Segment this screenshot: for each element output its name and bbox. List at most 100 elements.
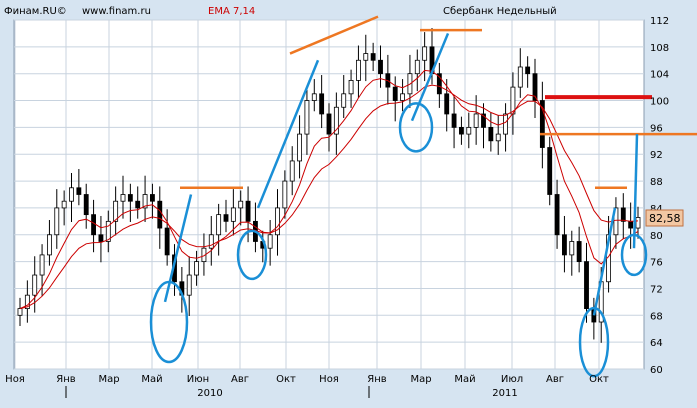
candle-body xyxy=(297,133,302,162)
grid-lines xyxy=(14,19,644,370)
y-tick-label: 100 xyxy=(650,97,669,108)
candle-body xyxy=(459,126,464,135)
annotation-trendline xyxy=(163,194,193,303)
candle-body xyxy=(186,274,192,296)
x-tick-label: Ноя xyxy=(319,374,339,385)
y-tick-label: 92 xyxy=(650,150,663,161)
x-tick-label: Май xyxy=(454,374,475,385)
candle-body xyxy=(113,200,119,222)
indicator-label: EMA 7,14 xyxy=(208,6,255,17)
ema-lines xyxy=(19,69,639,310)
candle-body xyxy=(488,126,494,142)
x-tick-label: Июл xyxy=(501,374,523,385)
candle-body xyxy=(223,214,229,222)
y-tick-label: 96 xyxy=(650,123,663,134)
candle-body xyxy=(39,254,45,276)
x-tick-label: Авг xyxy=(231,374,249,385)
annotation-circle xyxy=(398,102,434,153)
candle-body xyxy=(517,66,523,88)
ema-line xyxy=(19,69,639,310)
y-tick-label: 84 xyxy=(650,204,663,215)
candle-body xyxy=(208,234,214,249)
candle-body xyxy=(400,93,405,101)
candle-body xyxy=(24,294,30,309)
candle-body xyxy=(238,200,244,209)
candle-body xyxy=(194,261,199,276)
last-price-label: 82,58 xyxy=(649,212,681,225)
candle-body xyxy=(319,93,325,115)
last-price-box xyxy=(645,209,684,227)
candle-body xyxy=(370,53,376,61)
candle-body xyxy=(47,234,52,256)
x-tick-label: Окт xyxy=(276,374,296,385)
annotation-circle xyxy=(620,233,648,277)
chart-title: Сбербанк Недельный xyxy=(443,6,557,17)
candle-body xyxy=(392,86,398,101)
candle-body xyxy=(304,100,310,135)
x-tick-label: Мар xyxy=(98,374,119,385)
annotation-circle xyxy=(578,306,610,378)
y-tick-label: 64 xyxy=(650,338,663,349)
candle-body xyxy=(76,187,82,195)
candle-body xyxy=(525,66,531,75)
candle-body xyxy=(466,126,472,135)
candle-body xyxy=(635,217,641,229)
candle-body xyxy=(584,261,589,309)
annotation-trendline xyxy=(592,207,617,316)
y-tick-label: 108 xyxy=(650,43,669,54)
candle-body xyxy=(554,194,560,236)
annotation-trendline xyxy=(632,134,639,249)
candle-body xyxy=(216,214,222,236)
candle-body xyxy=(495,133,501,142)
y-tick-label: 80 xyxy=(650,231,663,242)
y-tick-label: 72 xyxy=(650,284,663,295)
candle-body xyxy=(414,59,420,75)
candle-body xyxy=(451,113,457,128)
candle-body xyxy=(356,59,361,81)
candle-body xyxy=(569,241,575,256)
candle-body xyxy=(164,227,170,256)
candle-body xyxy=(378,59,383,75)
annotation-circle xyxy=(236,229,268,281)
source-website: www.finam.ru xyxy=(82,6,151,17)
candle-body xyxy=(436,73,442,95)
candle-body xyxy=(363,53,369,61)
candle-body xyxy=(620,207,626,222)
x-tick-label: Июн xyxy=(187,374,209,385)
y-axis: 60 64 68 72 76 80 84 88 92 96 100 104 108 112 xyxy=(650,16,669,376)
candle-body xyxy=(275,207,280,236)
y-tick-label: 88 xyxy=(650,177,663,188)
candle-body xyxy=(576,241,582,263)
candle-body xyxy=(481,113,486,128)
y-tick-label: 104 xyxy=(650,70,669,81)
candle-body xyxy=(135,200,141,209)
x-tick-label: Май xyxy=(141,374,162,385)
candle-body xyxy=(127,194,133,202)
candle-body xyxy=(333,106,339,135)
source-brand: Финам.RU© xyxy=(4,6,67,17)
candle-body xyxy=(444,93,450,115)
y-tick-label: 68 xyxy=(650,311,663,322)
x-year-label: 2011 xyxy=(492,388,517,399)
candle-body xyxy=(54,207,60,236)
x-year-label: 2010 xyxy=(197,388,222,399)
candle-body xyxy=(142,194,148,209)
annotation-trendline xyxy=(256,59,320,209)
ema-line xyxy=(19,84,639,310)
candle-body xyxy=(120,194,126,202)
candle-body xyxy=(547,147,553,195)
x-tick-label: Ноя xyxy=(5,374,25,385)
candle-body xyxy=(562,234,567,256)
candle-body xyxy=(91,214,96,236)
y-tick-label: 60 xyxy=(650,365,663,376)
candle-body xyxy=(539,100,545,148)
candle-body xyxy=(341,93,347,108)
x-tick-label: Авг xyxy=(546,374,564,385)
candle-body xyxy=(69,187,74,202)
candle-body xyxy=(613,207,619,236)
candle-body xyxy=(289,160,295,182)
x-tick-label: Окт xyxy=(589,374,609,385)
candle-body xyxy=(422,46,428,61)
